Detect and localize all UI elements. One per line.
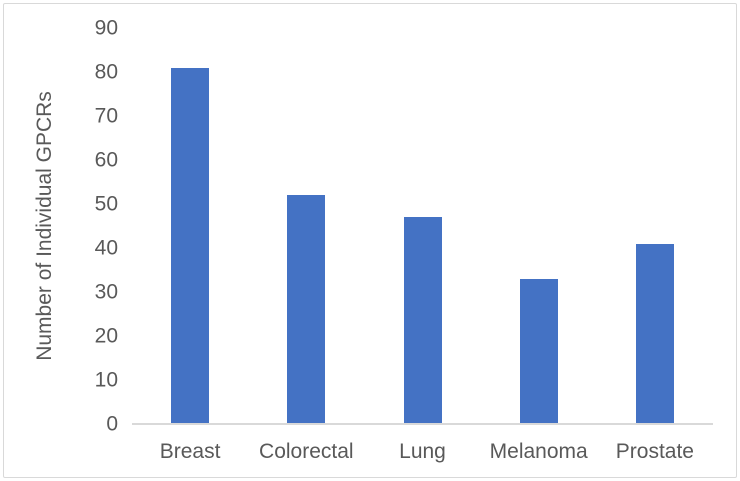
y-tick-label: 20 <box>94 324 118 348</box>
y-tick-label: 40 <box>94 236 118 260</box>
bar-lung <box>403 217 442 424</box>
bar-prostate <box>635 243 674 424</box>
bar-colorectal <box>287 195 326 424</box>
y-tick-label: 0 <box>106 412 118 435</box>
category-label-lung: Lung <box>399 440 446 463</box>
bar-melanoma <box>519 278 558 424</box>
y-tick-label: 50 <box>94 192 118 216</box>
category-label-colorectal: Colorectal <box>259 440 354 463</box>
x-axis-line <box>132 422 713 425</box>
category-label-breast: Breast <box>159 440 221 463</box>
category-label-prostate: Prostate <box>615 440 694 463</box>
y-tick-label: 30 <box>94 280 118 304</box>
y-tick-label: 10 <box>94 368 118 392</box>
y-tick-label: 60 <box>94 148 118 172</box>
y-axis-title: Number of Individual GPCRs <box>33 91 56 361</box>
y-tick-label: 90 <box>94 16 118 40</box>
category-label-melanoma: Melanoma <box>489 440 588 463</box>
y-tick-label: 80 <box>94 60 118 84</box>
y-tick-label: 70 <box>94 104 118 128</box>
bar-breast <box>171 67 210 424</box>
